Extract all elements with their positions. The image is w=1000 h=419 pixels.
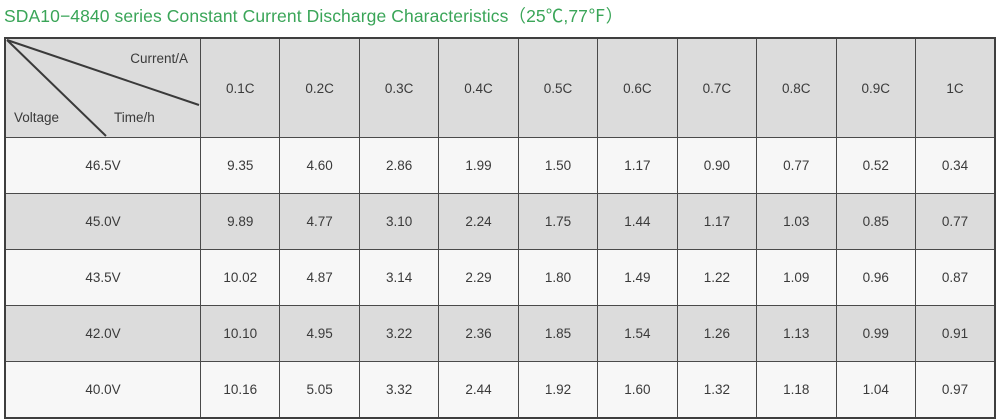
table-row: 42.0V 10.10 4.95 3.22 2.36 1.85 1.54 1.2… [4,305,996,362]
row-header-voltage: 43.5V [4,249,201,306]
table-row: 40.0V 10.16 5.05 3.32 2.44 1.92 1.60 1.3… [4,361,996,419]
corner-label-voltage: Voltage [14,110,60,125]
table-header-row: Current/A Time/h Voltage 0.1C 0.2C 0.3C … [4,37,996,138]
cell: 2.44 [438,361,519,419]
cell: 1.22 [676,249,758,306]
cell: 1.13 [756,305,837,362]
row-header-voltage: 46.5V [4,137,201,194]
cell: 4.87 [279,249,360,306]
cell: 0.99 [835,305,916,362]
cell: 1.50 [517,137,599,194]
cell: 1.60 [597,361,678,419]
cell: 5.05 [279,361,360,419]
cell: 0.90 [676,137,758,194]
cell: 0.77 [756,137,837,194]
cell: 9.35 [199,137,281,194]
table-body: Current/A Time/h Voltage 0.1C 0.2C 0.3C … [4,37,996,419]
table-row: 45.0V 9.89 4.77 3.10 2.24 1.75 1.44 1.17… [4,193,996,250]
cell: 10.16 [199,361,281,419]
table-row: 43.5V 10.02 4.87 3.14 2.29 1.80 1.49 1.2… [4,249,996,306]
column-header-3: 0.4C [438,37,519,138]
cell: 4.77 [279,193,360,250]
cell: 0.91 [914,305,996,362]
cell: 1.17 [676,193,758,250]
column-header-7: 0.8C [756,37,837,138]
cell: 1.17 [597,137,678,194]
cell: 0.34 [914,137,996,194]
cell: 0.77 [914,193,996,250]
cell: 4.95 [279,305,360,362]
column-header-4: 0.5C [517,37,599,138]
cell: 1.54 [597,305,678,362]
column-header-2: 0.3C [358,37,440,138]
cell: 1.80 [517,249,599,306]
cell: 2.36 [438,305,519,362]
cell: 1.26 [676,305,758,362]
cell: 3.10 [358,193,440,250]
cell: 3.22 [358,305,440,362]
cell: 1.44 [597,193,678,250]
cell: 3.14 [358,249,440,306]
discharge-characteristics-page: SDA10−4840 series Constant Current Disch… [4,6,996,419]
corner-header-cell: Current/A Time/h Voltage [4,37,201,138]
cell: 1.18 [756,361,837,419]
row-header-voltage: 45.0V [4,193,201,250]
cell: 0.52 [835,137,916,194]
column-header-5: 0.6C [597,37,678,138]
corner-label-time: Time/h [114,110,155,125]
cell: 1.99 [438,137,519,194]
cell: 0.87 [914,249,996,306]
cell: 1.32 [676,361,758,419]
cell: 1.04 [835,361,916,419]
diagonal-split-lines-icon [6,39,200,137]
cell: 1.03 [756,193,837,250]
cell: 2.29 [438,249,519,306]
column-header-6: 0.7C [676,37,758,138]
cell: 2.86 [358,137,440,194]
discharge-table: Current/A Time/h Voltage 0.1C 0.2C 0.3C … [4,37,996,419]
cell: 2.24 [438,193,519,250]
cell: 1.49 [597,249,678,306]
column-header-0: 0.1C [199,37,281,138]
corner-label-current: Current/A [130,51,188,66]
cell: 10.02 [199,249,281,306]
cell: 4.60 [279,137,360,194]
column-header-1: 0.2C [279,37,360,138]
cell: 1.75 [517,193,599,250]
page-title: SDA10−4840 series Constant Current Disch… [4,6,624,26]
cell: 1.09 [756,249,837,306]
cell: 10.10 [199,305,281,362]
column-header-9: 1C [914,37,996,138]
table-row: 46.5V 9.35 4.60 2.86 1.99 1.50 1.17 0.90… [4,137,996,194]
row-header-voltage: 42.0V [4,305,201,362]
cell: 3.32 [358,361,440,419]
cell: 9.89 [199,193,281,250]
cell: 1.85 [517,305,599,362]
cell: 0.97 [914,361,996,419]
row-header-voltage: 40.0V [4,361,201,419]
column-header-8: 0.9C [835,37,916,138]
cell: 0.96 [835,249,916,306]
cell: 1.92 [517,361,599,419]
cell: 0.85 [835,193,916,250]
